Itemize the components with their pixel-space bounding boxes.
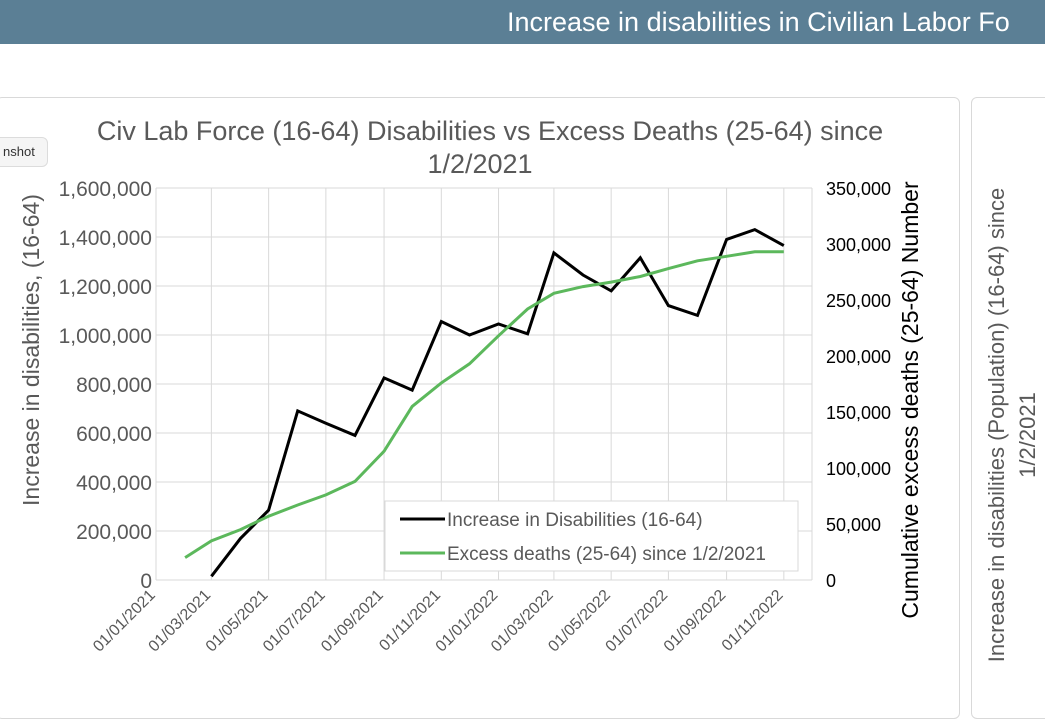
y-left-tick-label: 1,000,000 (59, 325, 152, 348)
banner-title: Increase in disabilities in Civilian Lab… (507, 7, 1010, 37)
y-left-tick-label: 1,600,000 (59, 178, 152, 201)
legend: Increase in Disabilities (16-64) Excess … (384, 500, 799, 572)
legend-box (384, 500, 799, 572)
y-left-tick-label: 1,400,000 (59, 227, 152, 250)
y-right-tick-label: 0 (826, 571, 836, 591)
screenshot-tooltip[interactable]: nshot (0, 137, 48, 167)
header-banner: Increase in disabilities in Civilian Lab… (0, 0, 1045, 44)
x-tick-label: 01/07/2022 (603, 587, 672, 656)
tooltip-label: nshot (3, 144, 35, 159)
y-left-tick-label: 400,000 (76, 472, 152, 495)
x-tick-label: 01/09/2022 (661, 587, 730, 656)
series-line-1 (184, 250, 784, 559)
legend-label-excess-deaths: Excess deaths (25-64) since 1/2/2021 (447, 544, 766, 565)
y-left-tick-label: 1,200,000 (59, 276, 152, 299)
y-right-tick-label: 100,000 (826, 459, 891, 479)
y-right-tick-label: 250,000 (826, 291, 891, 311)
x-tick-label: 01/09/2021 (318, 587, 387, 656)
axis-labels: 0 200,000 400,000 600,000 800,000 1,000,000 1,… (59, 178, 892, 655)
chart-svg: 0 200,000 400,000 600,000 800,000 1,000,000 1,… (18, 116, 1040, 662)
chart-title-line2: 1/2/2021 (427, 149, 532, 179)
y-right-tick-label: 150,000 (826, 403, 891, 423)
series-layer (184, 227, 785, 578)
chart-title-line1: Civ Lab Force (16-64) Disabilities vs Ex… (97, 116, 883, 146)
y-right-tick-label: 50,000 (826, 515, 881, 535)
y-left-tick-label: 200,000 (76, 521, 152, 544)
y-left-tick-label: 800,000 (76, 374, 152, 397)
y-left-tick-label: 0 (140, 570, 152, 593)
legend-label-disabilities: Increase in Disabilities (16-64) (447, 510, 703, 531)
chart-panel-right (971, 97, 1045, 719)
chart-panel-left (0, 97, 960, 719)
y-axis-left-label: Increase in disabilities, (16-64) (18, 194, 44, 506)
y-right-tick-label: 350,000 (826, 179, 891, 199)
right-chart-ylabel-line1: Increase in disabilities (Population) (1… (984, 188, 1009, 662)
right-chart-ylabel-line2: 1/2/2021 (1015, 392, 1040, 478)
x-tick-label: 01/11/2022 (719, 587, 787, 655)
y-right-tick-label: 300,000 (826, 235, 891, 255)
x-tick-label: 01/07/2021 (260, 587, 329, 656)
series-line-0 (210, 227, 785, 578)
y-left-tick-label: 600,000 (76, 423, 152, 446)
y-axis-right-label: Cumulative excess deaths (25-64) Number (897, 181, 923, 619)
y-right-tick-label: 200,000 (826, 347, 891, 367)
